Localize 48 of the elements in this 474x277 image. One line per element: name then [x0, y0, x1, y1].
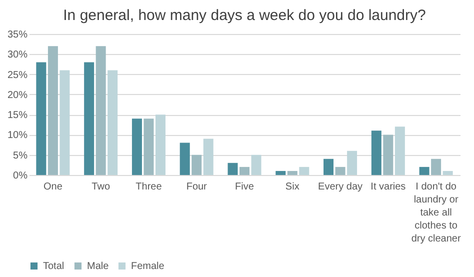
- bar: [394, 126, 405, 175]
- bar: [299, 166, 310, 175]
- y-tick-label: 25%: [7, 70, 28, 81]
- bar: [155, 114, 166, 175]
- bar: [287, 170, 298, 175]
- bar: [84, 62, 94, 175]
- bar: [335, 166, 346, 175]
- bar: [48, 46, 58, 175]
- bar: [276, 170, 286, 175]
- bar: [324, 158, 334, 175]
- y-tick-label: 10%: [7, 130, 28, 142]
- y-tick-label: 0%: [13, 170, 28, 182]
- x-tick-label: Six: [285, 182, 300, 192]
- bar: [442, 170, 453, 175]
- y-tick-label: 30%: [7, 50, 28, 61]
- x-tick-label: It varies: [370, 182, 406, 192]
- x-tick-label: Every day: [318, 182, 363, 192]
- legend-label: Total: [43, 261, 64, 272]
- bar: [347, 150, 358, 175]
- legend-label: Male: [87, 261, 110, 272]
- y-tick-label: 35%: [7, 30, 28, 40]
- bar: [240, 166, 250, 175]
- bar: [36, 62, 46, 175]
- bar: [228, 162, 238, 175]
- y-tick-label: 15%: [7, 110, 28, 122]
- bar: [419, 166, 430, 175]
- bar: [96, 46, 106, 175]
- bar: [108, 70, 118, 175]
- legend-label: Female: [131, 261, 165, 272]
- x-tick-label: Five: [235, 182, 254, 192]
- bar: [144, 118, 154, 175]
- bar: [251, 154, 262, 175]
- x-tick-label: Two: [92, 182, 110, 192]
- x-tick-label: Four: [186, 182, 208, 192]
- bar: [192, 154, 202, 175]
- bar: [60, 70, 70, 175]
- y-tick-label: 20%: [7, 90, 28, 101]
- bar: [383, 134, 394, 175]
- bar: [203, 138, 214, 175]
- x-tick-label: One: [43, 182, 63, 192]
- bar: [132, 118, 142, 175]
- bar: [431, 158, 442, 175]
- bar: [180, 142, 190, 175]
- bar: [371, 130, 382, 175]
- x-tick-label: Three: [136, 182, 162, 192]
- y-tick-label: 5%: [13, 150, 28, 162]
- x-tick-label: I don't do laundry or take all clothes to dry cleaner: [411, 182, 462, 244]
- chart-title: In general, how many days a week do you do laundry?: [63, 7, 426, 24]
